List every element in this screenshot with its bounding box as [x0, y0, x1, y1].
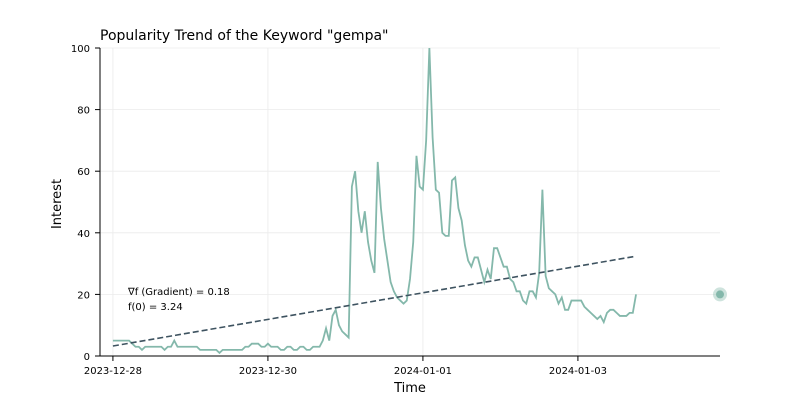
gradient-annotation: ∇f (Gradient) = 0.18 — [127, 287, 230, 298]
highlight-point — [716, 290, 724, 299]
grid-layer — [100, 47, 720, 357]
series-line — [112, 47, 637, 355]
y-tick-label: 60 — [77, 167, 90, 178]
x-tick-label: 2024-01-01 — [394, 366, 452, 377]
y-tick-label: 80 — [77, 106, 90, 117]
chart-title: Popularity Trend of the Keyword "gempa" — [100, 28, 388, 44]
x-tick-label: 2024-01-03 — [549, 366, 607, 377]
x-axis-label: Time — [393, 381, 426, 396]
axes-layer: 0 20 40 60 80 100 2023-12-28 2023-12-30 2024-01-… — [71, 44, 720, 377]
x-tick-label: 2023-12-30 — [239, 366, 297, 377]
trend-line — [112, 255, 637, 347]
y-tick-label: 20 — [77, 290, 90, 301]
intercept-annotation: f(0) = 3.24 — [128, 302, 183, 313]
y-tick-label: 40 — [77, 229, 90, 240]
y-tick-label: 100 — [71, 44, 90, 55]
x-tick-label: 2023-12-28 — [84, 366, 142, 377]
y-axis-label: Interest — [50, 179, 65, 229]
y-tick-label: 0 — [84, 352, 90, 363]
